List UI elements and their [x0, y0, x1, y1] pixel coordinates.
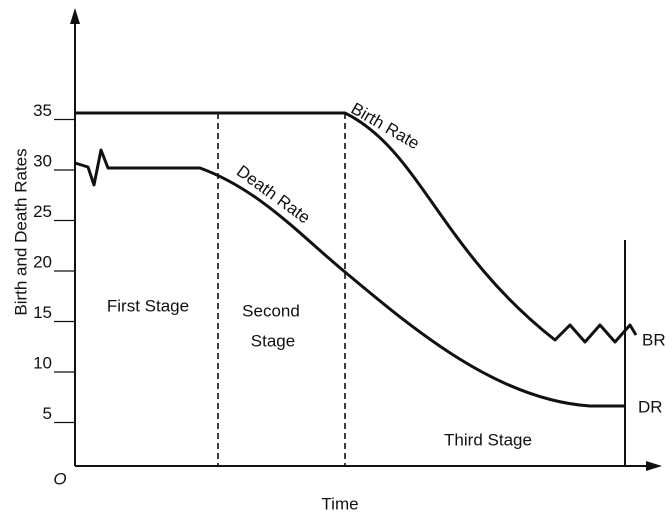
death-rate-curve — [74, 148, 625, 408]
x-axis-label: Time — [321, 494, 358, 513]
stage-label: Third Stage — [444, 430, 532, 449]
end-label: DR — [638, 397, 663, 416]
x-axis-arrow — [646, 461, 662, 471]
birth-rate-curve — [75, 111, 638, 344]
stage-label: Stage — [251, 331, 295, 350]
stage-label: Second — [242, 301, 300, 320]
y-tick-label: 10 — [33, 353, 52, 372]
y-axis-arrow — [70, 8, 80, 24]
y-tick-label: 25 — [33, 202, 52, 221]
y-tick-label: 35 — [33, 101, 52, 120]
y-tick-label: 20 — [33, 252, 52, 271]
y-tick-label: 5 — [43, 404, 52, 423]
stage-label: First Stage — [107, 296, 189, 315]
y-axis-label: Birth and Death Rates — [11, 148, 30, 315]
origin-label: O — [53, 469, 66, 488]
end-label: BR — [642, 330, 666, 349]
y-tick-label: 15 — [33, 303, 52, 322]
y-tick-label: 30 — [33, 151, 52, 170]
curve-label: Death Rate — [233, 161, 314, 227]
curve-label: Birth Rate — [348, 99, 423, 153]
